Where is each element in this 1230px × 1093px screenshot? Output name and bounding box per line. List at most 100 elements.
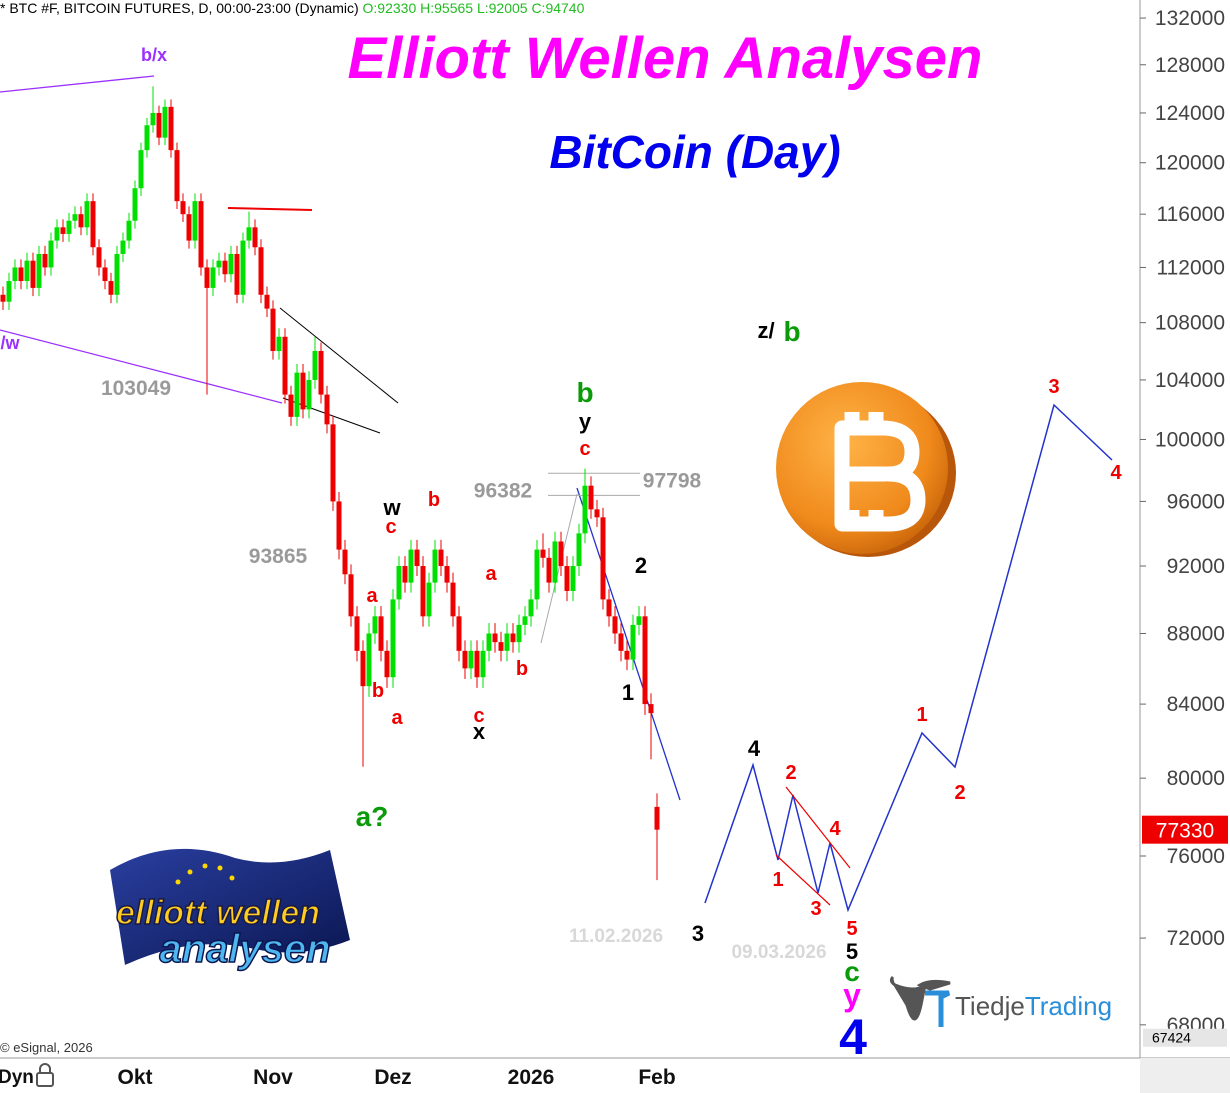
y-tick-label: 124000 bbox=[1155, 102, 1225, 125]
price-note: 96382 bbox=[474, 479, 532, 502]
trendline bbox=[0, 75, 155, 93]
candle-body bbox=[444, 566, 450, 583]
candle-body bbox=[414, 549, 420, 567]
candle-body bbox=[438, 549, 444, 567]
wave-label: y bbox=[579, 409, 592, 434]
logo-text: elliott wellen bbox=[116, 894, 320, 932]
wave-label: 4 bbox=[1110, 462, 1122, 484]
star bbox=[175, 879, 181, 885]
candle-body bbox=[504, 633, 510, 651]
y-tick-label: 92000 bbox=[1167, 555, 1225, 578]
y-tick-label: 128000 bbox=[1155, 54, 1225, 77]
brand-logo: TiedjeTrading bbox=[889, 975, 1112, 1027]
y-tick-label: 108000 bbox=[1155, 312, 1225, 335]
candle-body bbox=[270, 308, 276, 352]
brand-part: Tiedje bbox=[955, 991, 1025, 1021]
wave-label: 1 bbox=[916, 704, 927, 726]
symbol: * BTC #F, BITCOIN FUTURES, D, 00:00-23:0… bbox=[0, 0, 359, 16]
lock-icon bbox=[36, 1063, 54, 1087]
brand-part: Trading bbox=[1025, 991, 1112, 1021]
x-tick-label: 2026 bbox=[508, 1066, 555, 1089]
channel bbox=[785, 786, 851, 869]
star bbox=[202, 863, 208, 869]
header-ohlc: O:92330 H:95565 L:92005 C:94740 bbox=[363, 0, 585, 16]
candle-body bbox=[138, 150, 144, 189]
candle-body bbox=[294, 372, 300, 417]
candle-body bbox=[42, 253, 48, 268]
candle-body bbox=[186, 214, 192, 241]
candle-body bbox=[654, 806, 660, 830]
lock-body bbox=[36, 1072, 54, 1087]
candle-body bbox=[594, 509, 600, 518]
x-tick-label: Dez bbox=[374, 1066, 411, 1089]
candle-body bbox=[48, 240, 54, 268]
y-tick-label: 96000 bbox=[1167, 490, 1225, 513]
wave-label: y bbox=[843, 977, 861, 1013]
candle-body bbox=[498, 642, 504, 651]
wave-label: z/ bbox=[757, 318, 774, 343]
candle-body bbox=[606, 599, 612, 617]
candle-body bbox=[402, 566, 408, 583]
candle-body bbox=[492, 633, 498, 643]
candles bbox=[0, 86, 660, 881]
candle-body bbox=[576, 533, 582, 567]
candle-body bbox=[582, 485, 588, 534]
bull-icon bbox=[889, 975, 951, 1021]
candle-body bbox=[114, 253, 120, 295]
candle-body bbox=[366, 633, 372, 687]
candle-body bbox=[330, 424, 336, 502]
candle-body bbox=[528, 599, 534, 617]
trendline bbox=[0, 329, 283, 404]
last-price-label: 77330 bbox=[1156, 820, 1214, 843]
candle-body bbox=[222, 260, 228, 275]
candle-body bbox=[240, 240, 246, 295]
wave-label: 2 bbox=[785, 762, 796, 784]
bottom-marker-label: 67424 bbox=[1152, 1030, 1191, 1046]
trendline bbox=[540, 493, 578, 644]
candle-body bbox=[360, 650, 366, 687]
candle-body bbox=[426, 582, 432, 617]
candle-body bbox=[390, 599, 396, 678]
wave-label: 3 bbox=[1048, 376, 1059, 398]
annotations: b/x /w 103049 93865 w c b a b a a b c x … bbox=[0, 45, 1122, 1065]
candle-body bbox=[342, 549, 348, 575]
candle-body bbox=[420, 566, 426, 617]
candle-body bbox=[72, 214, 78, 221]
brand-text: TiedjeTrading bbox=[955, 991, 1112, 1021]
candle-body bbox=[522, 616, 528, 625]
wave-label: 5 bbox=[846, 939, 858, 964]
candle-body bbox=[630, 624, 636, 660]
y-tick-label: 88000 bbox=[1167, 622, 1225, 645]
y-tick-label: 116000 bbox=[1156, 203, 1225, 226]
candle-body bbox=[408, 549, 414, 583]
y-tick-label: 76000 bbox=[1167, 845, 1225, 868]
candle-body bbox=[348, 574, 354, 617]
chart-subtitle: BitCoin (Day) bbox=[549, 126, 840, 178]
candle-body bbox=[54, 227, 60, 241]
candle-body bbox=[318, 351, 324, 395]
star bbox=[187, 869, 193, 875]
y-tick-label: 112000 bbox=[1156, 256, 1225, 279]
wave-label: b bbox=[576, 377, 593, 408]
wave-label: c bbox=[385, 516, 396, 538]
candle-body bbox=[12, 267, 18, 282]
candle-body bbox=[324, 394, 330, 425]
candle-body bbox=[510, 633, 516, 643]
candle-body bbox=[354, 616, 360, 651]
wave-label: x bbox=[473, 719, 486, 744]
candle-body bbox=[150, 112, 156, 126]
candle-body bbox=[288, 394, 294, 417]
corner bbox=[1140, 1058, 1230, 1093]
wave-label: 2 bbox=[954, 782, 965, 804]
candle-body bbox=[372, 616, 378, 634]
candle-body bbox=[132, 188, 138, 221]
candle-body bbox=[612, 616, 618, 634]
candle-body bbox=[18, 267, 24, 282]
wave-label: a bbox=[485, 563, 497, 585]
candle-body bbox=[168, 106, 174, 151]
candle-body bbox=[6, 281, 12, 302]
chart-title: Elliott Wellen Analysen bbox=[348, 26, 983, 91]
candle-body bbox=[306, 379, 312, 410]
candle-body bbox=[282, 336, 288, 395]
